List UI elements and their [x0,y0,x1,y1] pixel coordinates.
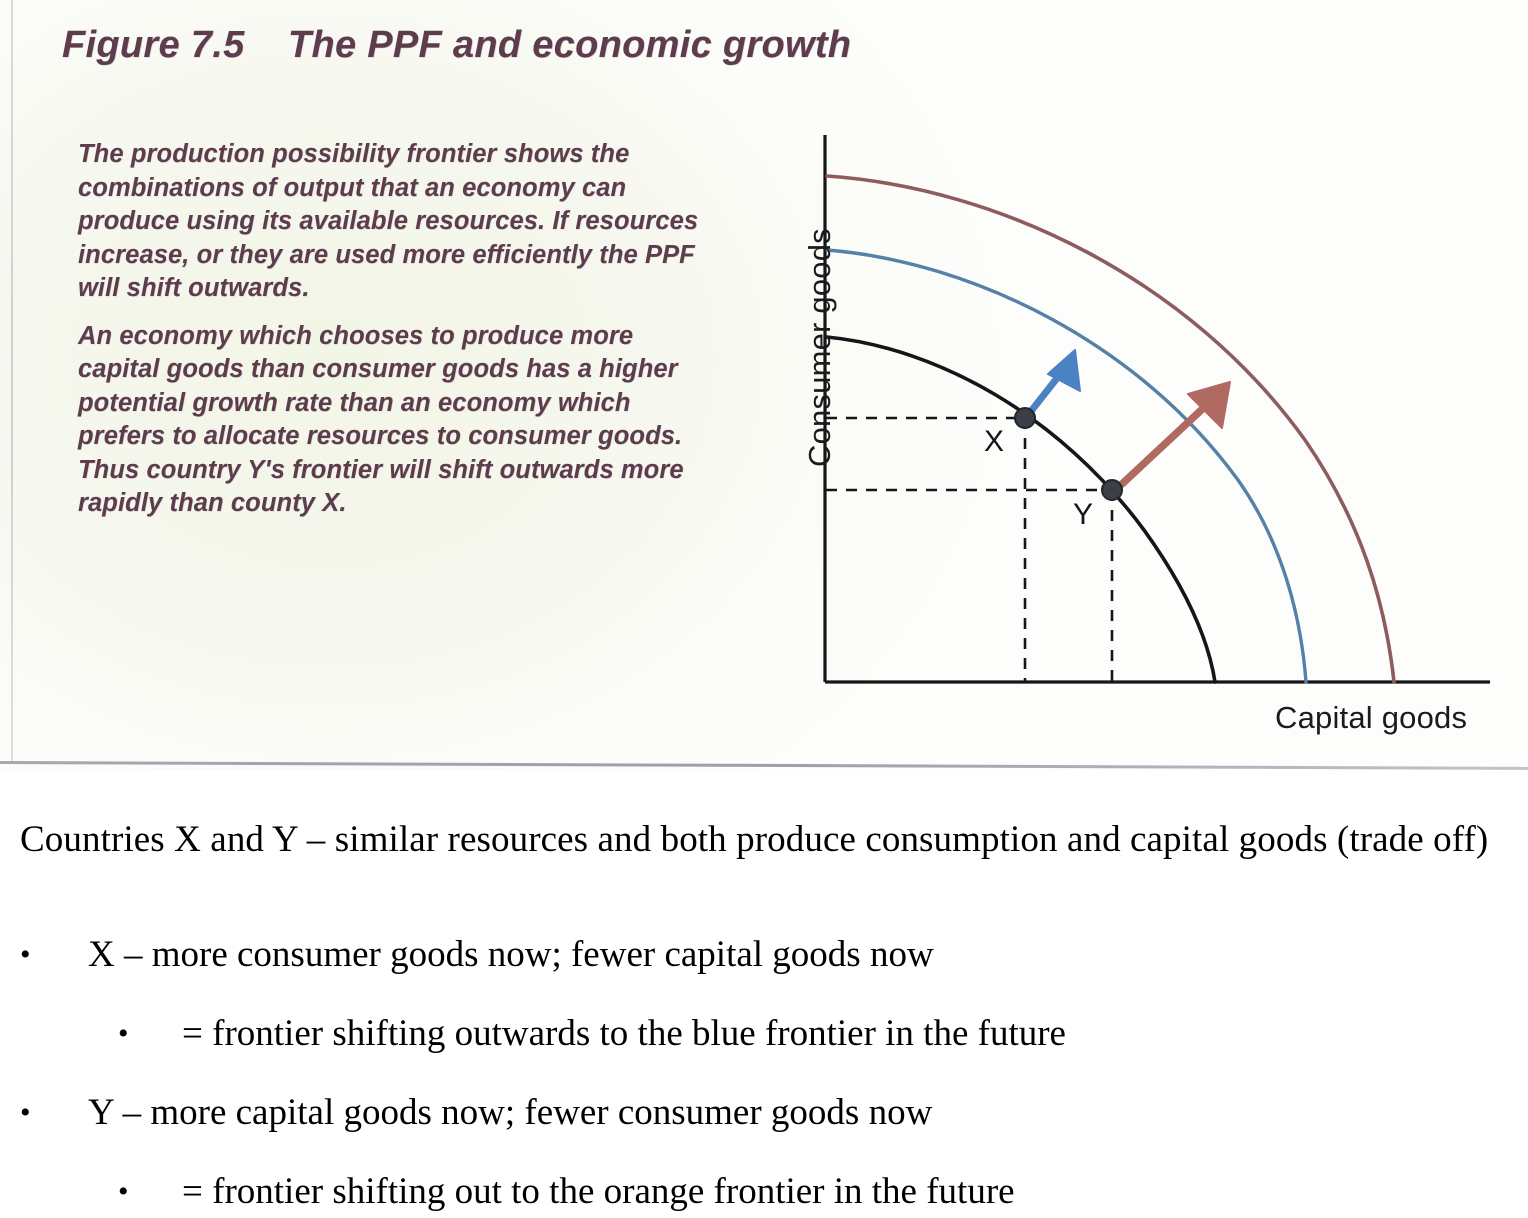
list-item: • = frontier shifting out to the orange … [118,1167,1015,1217]
data-point-y-marker [1101,479,1123,501]
list-item-text: = frontier shifting outwards to the blue… [182,1013,1066,1054]
data-point-label-x: X [984,425,1005,458]
figure-title: Figure 7.5 The PPF and economic growth [62,24,852,66]
list-item-text: = frontier shifting out to the orange fr… [182,1171,1015,1212]
panel-bottom-divider [0,761,1528,770]
bullet-point-icon: • [20,1096,31,1129]
bullet-point-icon: • [118,1175,129,1208]
list-item-text: Y – more capital goods now; fewer consum… [88,1092,933,1133]
figure-paragraph-2: An economy which chooses to produce more… [78,321,684,518]
figure-description: The production possibility frontier show… [78,138,718,535]
bullet-point-icon: • [118,1017,129,1050]
ppf-chart: Consumer goods Capital goods X Y [760,110,1500,760]
y-axis-label: Consumer goods [802,228,837,467]
figure-paragraph-1: The production possibility frontier show… [78,140,699,302]
panel-left-rule [11,0,13,764]
list-item: • = frontier shifting outwards to the bl… [118,1009,1066,1059]
ppf-curve-current-black [825,335,1217,684]
ppf-curve-middle-blue [825,248,1308,684]
figure-panel: Figure 7.5 The PPF and economic growth T… [0,0,1528,770]
ppf-chart-svg [823,135,1490,684]
bullet-point-icon: • [20,938,31,971]
data-point-label-y: Y [1073,498,1094,531]
ppf-curve-outer-maroon [825,174,1396,684]
data-point-x-marker [1014,407,1036,429]
x-axis-label: Capital goods [1275,700,1468,735]
growth-arrow-y-maroon [1118,381,1231,488]
growth-arrow-x-blue [1024,349,1081,419]
list-item: • X – more consumer goods now; fewer cap… [20,930,934,980]
list-item-text: X – more consumer goods now; fewer capit… [88,934,934,975]
y-axis-label-wrapper: Consumer goods [802,228,837,467]
notes-intro-paragraph: Countries X and Y – similar resources an… [20,819,1489,860]
notes-section: Countries X and Y – similar resources an… [0,770,1528,1218]
list-item: • Y – more capital goods now; fewer cons… [20,1088,932,1138]
